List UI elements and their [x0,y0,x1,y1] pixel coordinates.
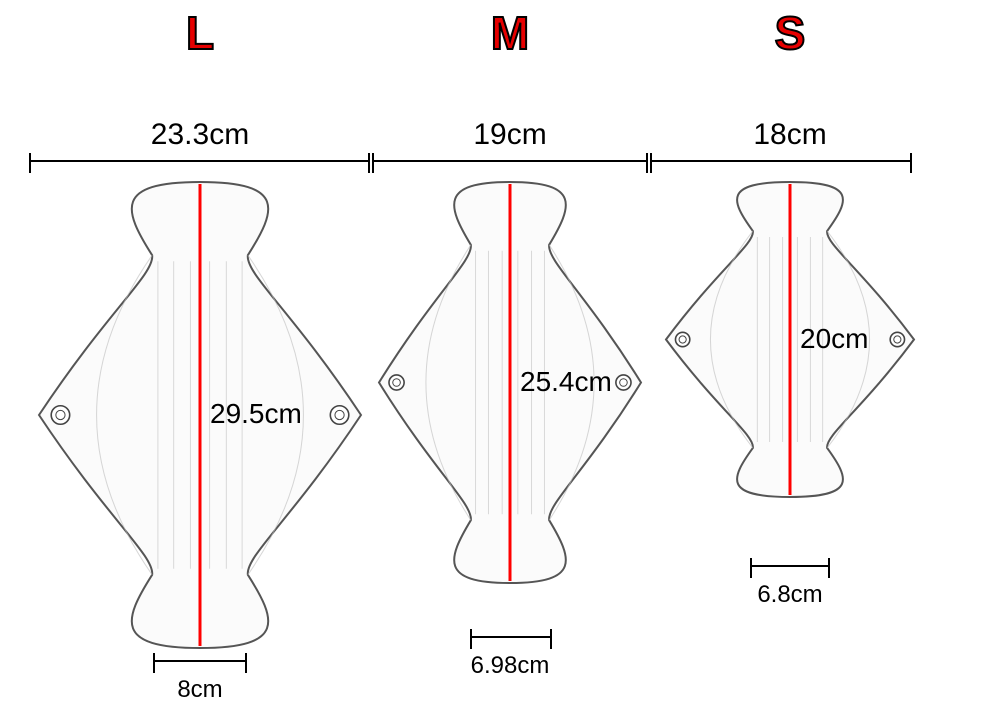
size-chart-diagram: L 23.3cm 29.5cm 8cm M 19cm 25.4cm 6.98cm S 18cm 20… [0,0,1000,720]
length-label-s: 20cm [800,323,868,355]
bottom-width-label-m: 6.98cm [471,652,550,680]
bottom-bracket-m [470,636,552,638]
bottom-bracket-s [750,565,830,567]
size-letter-l: L [186,6,214,60]
bottom-width-label-l: 8cm [177,676,222,704]
width-label-l: 23.3cm [151,118,249,152]
top-bracket-s [650,160,912,162]
pad-illustration-l [35,180,365,650]
width-label-m: 19cm [473,118,546,152]
length-label-m: 25.4cm [520,366,612,398]
bottom-width-label-s: 6.8cm [757,581,822,609]
bottom-bracket-l [153,660,247,662]
size-letter-s: S [775,6,806,60]
top-bracket-l [29,160,370,162]
pad-illustration-s [662,180,918,499]
length-label-l: 29.5cm [210,398,302,430]
size-letter-m: M [491,6,529,60]
top-bracket-m [372,160,648,162]
width-label-s: 18cm [753,118,826,152]
